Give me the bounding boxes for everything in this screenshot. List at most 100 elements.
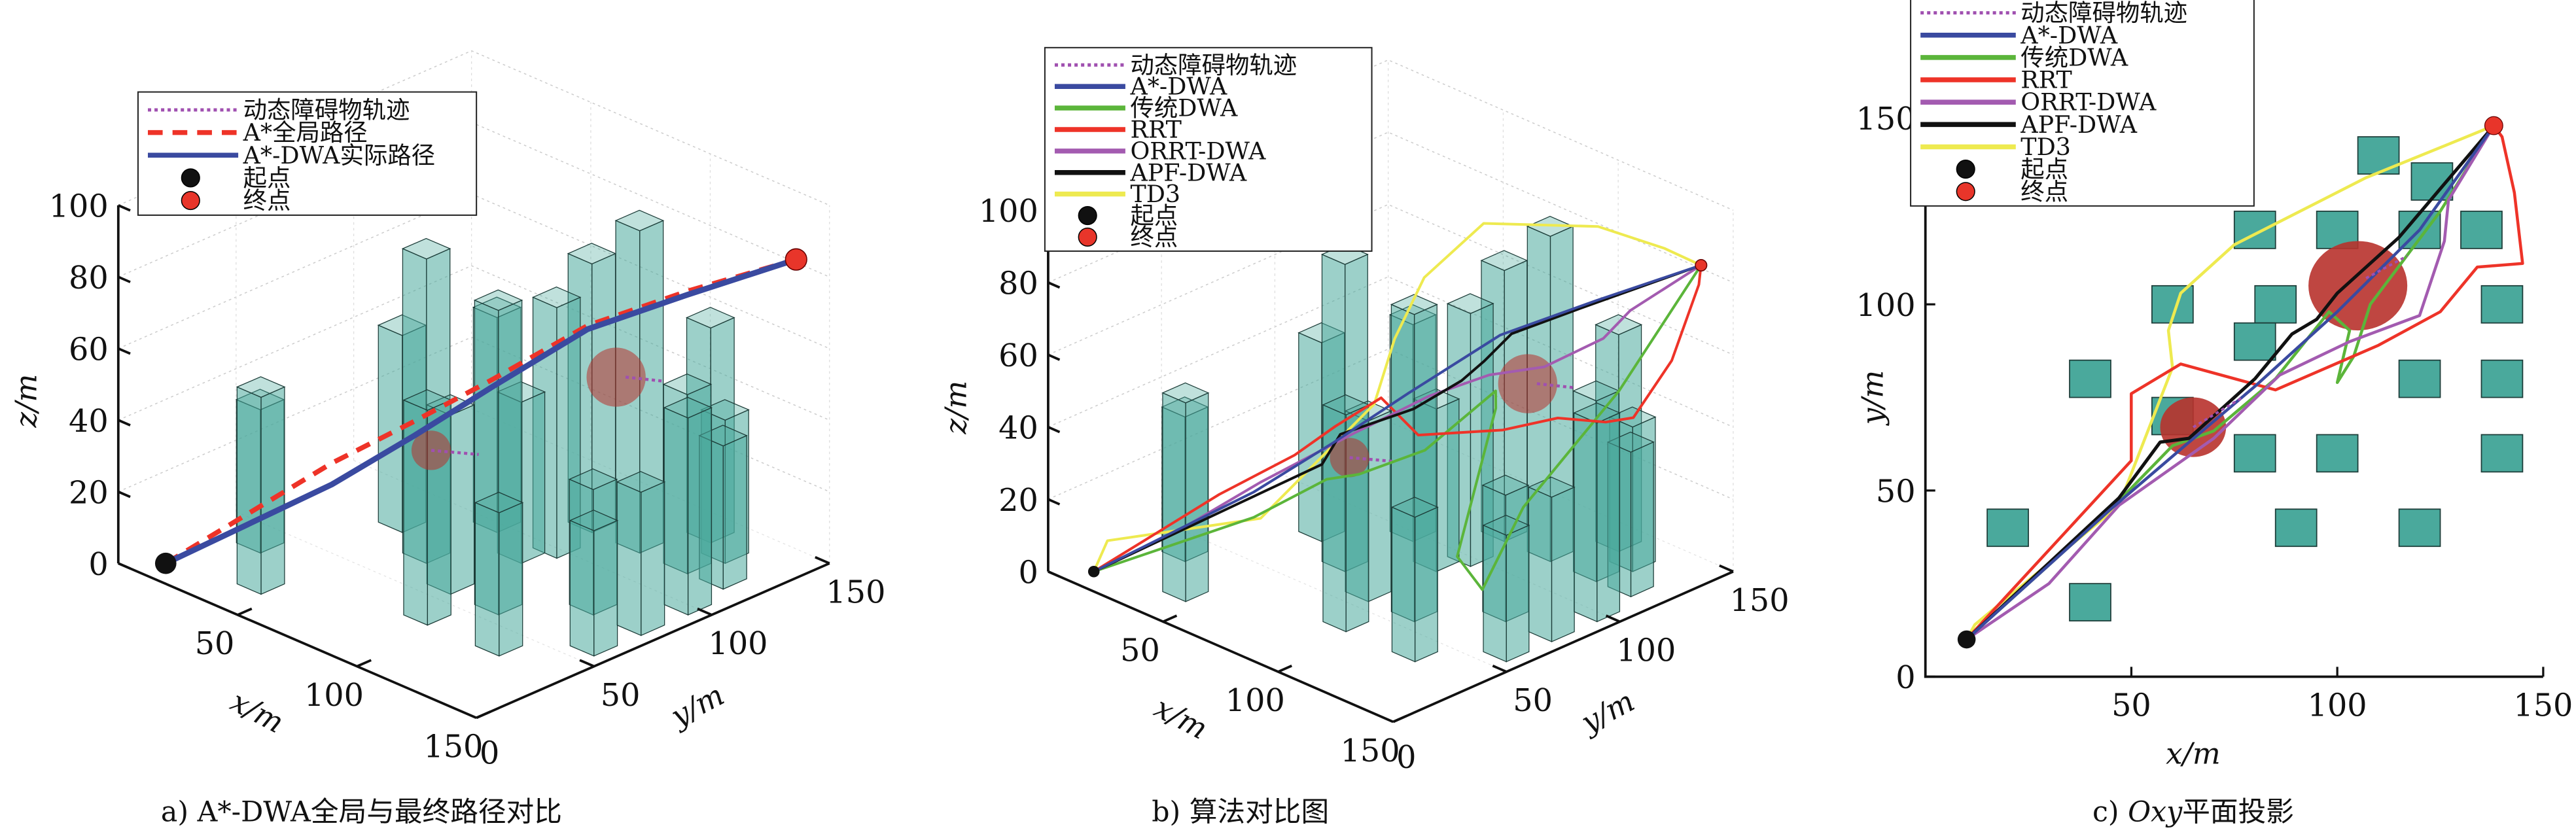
obstacle-face	[1482, 514, 1530, 536]
legend-marker-8	[1956, 182, 1975, 201]
obstacle-face	[1161, 382, 1210, 404]
z-tick-label: 40	[998, 410, 1038, 446]
caption-c: c) Oxy平面投影	[2092, 795, 2294, 828]
obstacle-face	[531, 286, 582, 308]
dynamic-obstacle-track	[1349, 456, 1396, 463]
obstacle-column	[1482, 514, 1530, 663]
z-tick	[1048, 353, 1061, 361]
z-tick	[118, 562, 131, 570]
x-tick-label: 50	[2111, 688, 2151, 724]
obstacle-face	[663, 396, 713, 419]
dynamic-obstacle-sphere	[1330, 438, 1369, 478]
obstacle-column	[1390, 496, 1439, 663]
y-tick-label: 150	[1730, 583, 1790, 619]
path-ORRT-DWA	[1966, 124, 2496, 641]
caption-c-italic: Oxy	[2128, 795, 2183, 828]
start-point	[1957, 630, 1976, 649]
y-tick-label: 50	[601, 678, 641, 714]
y-tick-label: 150	[1856, 101, 1916, 137]
x-tick	[1392, 714, 1407, 723]
obstacle-square	[2480, 434, 2524, 473]
goal-point	[1695, 258, 1708, 272]
obstacle-face	[1414, 506, 1438, 663]
legend-label: TD3	[1130, 180, 1180, 208]
gridline	[1048, 59, 1734, 211]
z-tick-label: 60	[69, 332, 109, 368]
x-tick-label: 100	[304, 678, 364, 714]
z-tick-label: 100	[49, 188, 109, 224]
obstacle-square	[2316, 434, 2359, 473]
y-tick	[579, 659, 595, 668]
y-axis-label: y/m	[1855, 370, 1890, 427]
obstacle-square	[2357, 136, 2400, 175]
obstacle-face	[687, 407, 713, 616]
z-tick	[1048, 498, 1061, 506]
obstacle-face	[236, 386, 262, 595]
goal-point	[2484, 116, 2503, 135]
y-tick	[1492, 665, 1508, 673]
legend-marker-8	[1078, 227, 1097, 247]
y-tick-label: 100	[1616, 633, 1676, 669]
obstacle-face	[1528, 486, 1553, 642]
obstacle-face	[1185, 392, 1209, 602]
path-ORRT-DWA	[1093, 264, 1702, 573]
z-tick	[118, 347, 131, 355]
obstacle-face	[521, 391, 546, 565]
path-A*-DWA	[1093, 264, 1702, 573]
y-tick-label: 100	[1856, 288, 1916, 324]
obstacle-face	[473, 289, 523, 311]
z-tick-label: 20	[69, 475, 109, 511]
obstacle-face	[401, 237, 451, 260]
path-A*全局路径	[164, 257, 797, 566]
obstacle-face	[499, 502, 523, 657]
y-tick-label: 50	[1513, 683, 1553, 719]
x-tick	[237, 607, 253, 616]
dynamic-obstacle-sphere	[411, 430, 451, 470]
start-point	[154, 552, 177, 574]
obstacle-square	[2480, 285, 2524, 324]
obstacle-square	[2480, 359, 2524, 398]
legend-label: 终点	[1130, 223, 1178, 251]
z-tick-label: 80	[69, 260, 109, 296]
caption-a: a) A*-DWA全局与最终路径对比	[161, 795, 562, 828]
x-tick	[356, 659, 372, 668]
path-RRT	[1093, 265, 1703, 573]
legend-label: 起点	[243, 164, 291, 192]
x-tick	[1277, 665, 1292, 673]
dynamic-obstacle-sphere	[1498, 354, 1558, 413]
z-tick	[118, 204, 131, 212]
obstacle-column	[1161, 382, 1210, 602]
legend-label: 终点	[2020, 177, 2068, 205]
x-tick	[476, 710, 491, 720]
z-tick	[118, 491, 131, 498]
caption-b: b) 算法对比图	[1152, 795, 1329, 828]
path-RRT	[1966, 124, 2524, 640]
obstacles	[1161, 215, 1657, 663]
legend-marker-7	[1078, 205, 1097, 226]
legend-label: A*全局路径	[243, 118, 368, 147]
legend-label: A*-DWA	[1129, 73, 1227, 101]
z-tick	[118, 419, 131, 427]
path-A*-DWA	[1966, 124, 2496, 641]
y-tick-label: 150	[826, 574, 885, 610]
z-axis-label: z/m	[938, 381, 973, 435]
obstacle-face	[1162, 392, 1186, 602]
caption-c-suffix: 平面投影	[2182, 795, 2294, 828]
obstacle-face	[616, 471, 666, 493]
obstacle-column	[236, 376, 286, 595]
path-APF-DWA	[1093, 264, 1702, 573]
legend-label: 动态障碍物轨迹	[1130, 51, 1297, 79]
x-axis	[1048, 570, 1394, 723]
obstacle-face	[1551, 486, 1575, 642]
y-tick	[815, 556, 830, 565]
x-axis-label: x/m	[225, 684, 290, 740]
obstacle-face	[614, 209, 665, 232]
y-tick-label: 0	[480, 736, 499, 772]
obstacle-face	[1481, 474, 1530, 496]
z-tick-label: 40	[69, 404, 109, 440]
obstacle-square	[1986, 508, 2029, 548]
obstacle-face	[685, 307, 735, 329]
x-tick-label: 150	[2513, 688, 2573, 724]
obstacle-square	[2274, 508, 2318, 548]
